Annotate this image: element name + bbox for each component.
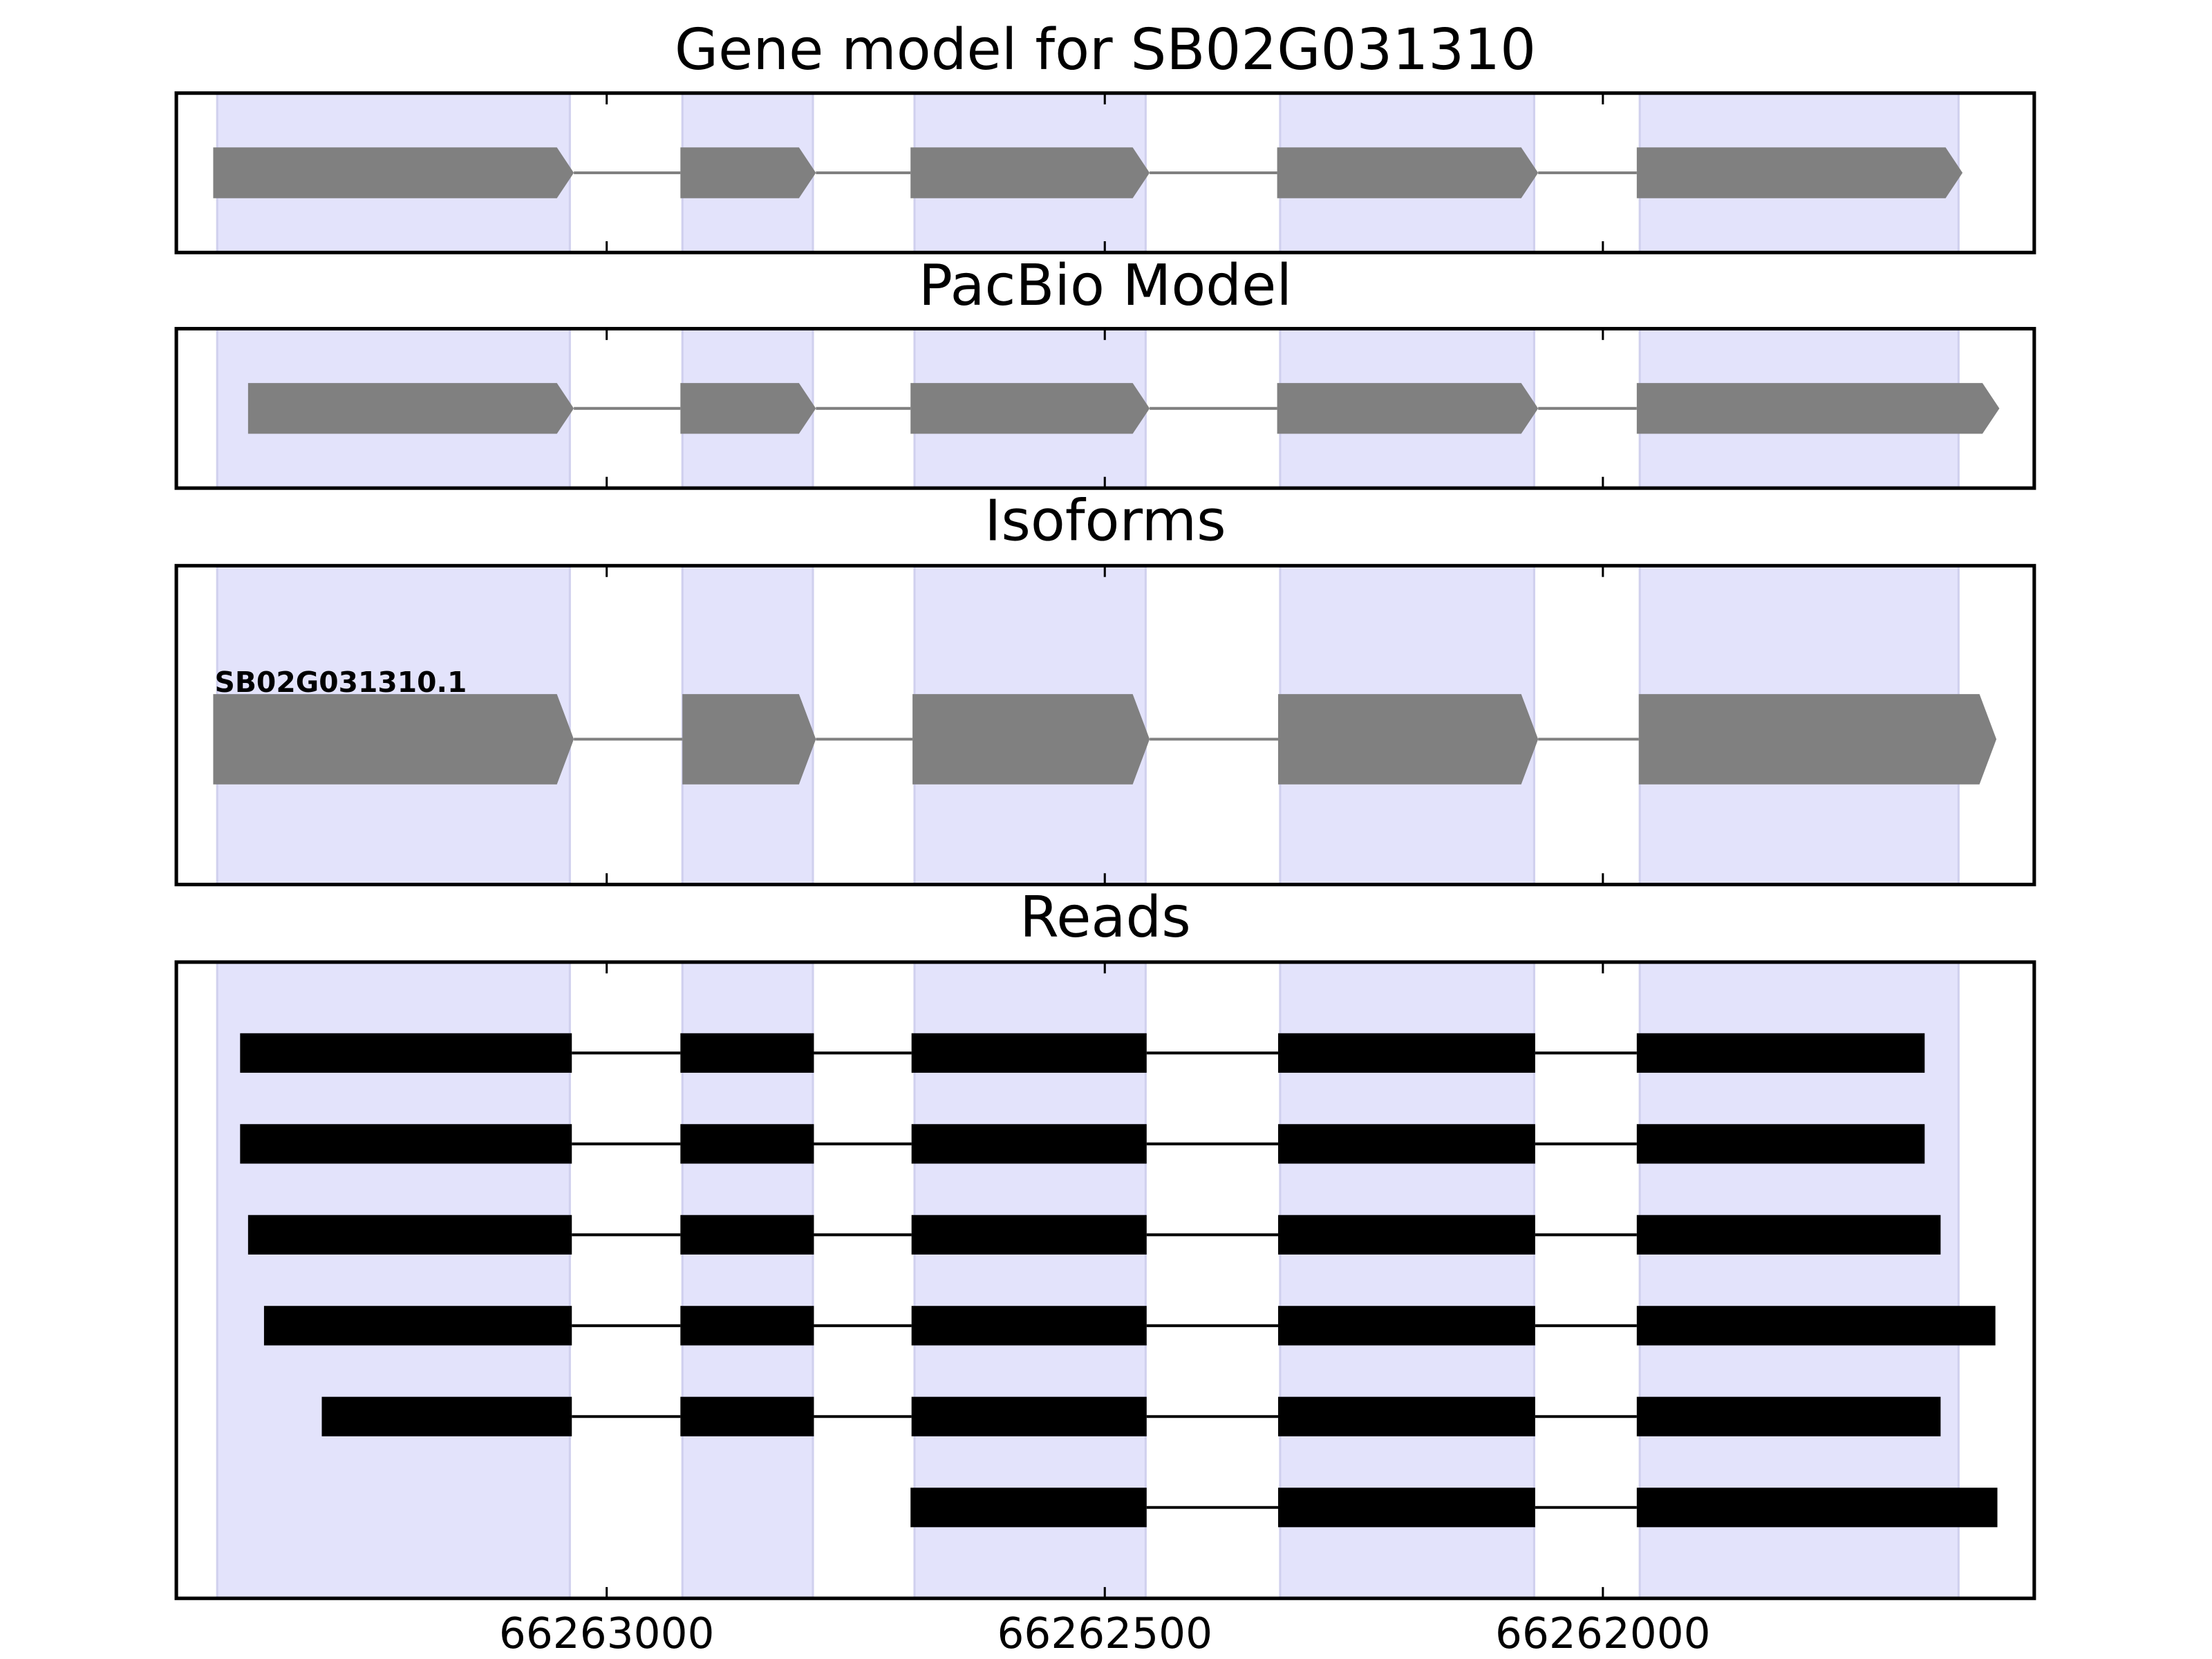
track-label: SB02G031310.1: [214, 666, 467, 699]
exon: [213, 147, 574, 198]
exon: [682, 694, 816, 785]
exon: [911, 1306, 1147, 1346]
exon: [910, 1488, 1147, 1528]
exon: [1638, 694, 1997, 785]
exon: [680, 1124, 814, 1164]
exon: [247, 1215, 572, 1255]
x-tick-label: 66262500: [997, 1609, 1212, 1658]
panel-title: Gene model for SB02G031310: [675, 17, 1536, 83]
exon: [1636, 1488, 1998, 1528]
exon: [240, 1124, 572, 1164]
exon: [1636, 1306, 1996, 1346]
exon: [263, 1306, 572, 1346]
exon: [1278, 1124, 1535, 1164]
exon: [1277, 383, 1539, 434]
exon: [1277, 147, 1539, 198]
exon: [1636, 1396, 1941, 1436]
exon: [912, 694, 1150, 785]
exon: [1636, 1033, 1925, 1073]
exon: [1636, 1124, 1925, 1164]
panel-frame: [174, 960, 2036, 1600]
exon: [1278, 694, 1539, 785]
exon: [911, 1396, 1147, 1436]
panel-title: Isoforms: [984, 489, 1226, 554]
exon: [1278, 1396, 1535, 1436]
exon: [911, 1124, 1147, 1164]
exon: [213, 694, 574, 785]
exon: [680, 1396, 814, 1436]
panel-frame: [174, 563, 2036, 887]
exon: [1278, 1306, 1535, 1346]
exon: [1278, 1033, 1535, 1073]
exon: [1636, 147, 1963, 198]
exon: [247, 383, 574, 434]
exon: [910, 147, 1150, 198]
exon: [1636, 383, 2000, 434]
exon: [1278, 1215, 1535, 1255]
exon: [321, 1396, 572, 1436]
exon: [910, 383, 1150, 434]
exon: [680, 1033, 814, 1073]
exon: [680, 147, 816, 198]
exon: [911, 1033, 1147, 1073]
exon: [680, 1215, 814, 1255]
panel-frame: [174, 326, 2036, 490]
x-tick-label: 66262000: [1495, 1609, 1711, 1658]
panel-frame: [174, 91, 2036, 254]
x-tick-label: 66263000: [499, 1609, 715, 1658]
panel-title: Reads: [1020, 885, 1191, 950]
exon: [1636, 1215, 1941, 1255]
exon: [680, 1306, 814, 1346]
panel-title: PacBio Model: [919, 253, 1292, 319]
exon: [911, 1215, 1147, 1255]
exon: [1278, 1488, 1535, 1528]
exon: [240, 1033, 572, 1073]
exon: [680, 383, 816, 434]
